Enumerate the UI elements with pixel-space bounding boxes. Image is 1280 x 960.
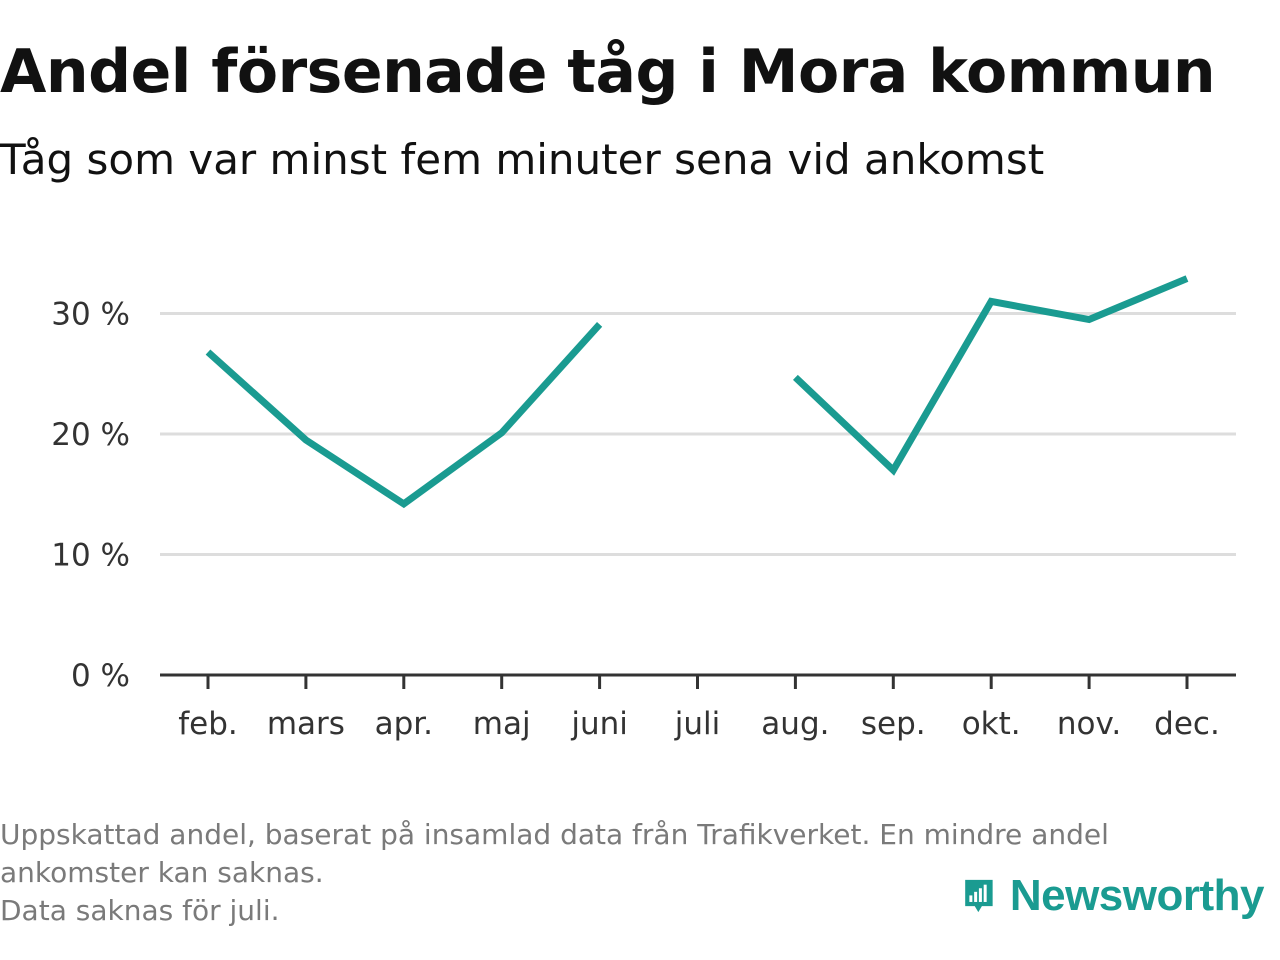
series-line-segment (792, 275, 1189, 476)
x-tick-label: juni (570, 706, 628, 742)
footnote-line-2: ankomster kan saknas. (0, 856, 324, 889)
footnote: Uppskattad andel, baserat på insamlad da… (0, 816, 1270, 930)
series-lines (205, 275, 1189, 509)
x-axis: feb. mars apr. maj juni juli aug. sep. okt. nov. d… (160, 673, 1236, 742)
x-tick-label: nov. (1057, 706, 1121, 742)
x-tick-label: juli (674, 706, 721, 742)
footnote-line-1: Uppskattad andel, baserat på insamlad da… (0, 818, 1109, 851)
brand-logo: Newsworthy (964, 866, 1265, 926)
y-tick-label: 30 % (51, 297, 130, 333)
x-tick-label: sep. (861, 706, 926, 742)
y-axis-ticks: 0 % 10 % 20 % 30 % (51, 297, 130, 695)
gridlines (160, 312, 1236, 556)
newsworthy-logo-icon (965, 879, 993, 913)
y-tick-label: 10 % (51, 538, 130, 574)
brand-name: Newsworthy (1009, 871, 1265, 920)
chart-subtitle: Tåg som var minst fem minuter sena vid a… (0, 135, 1045, 184)
y-tick-label: 20 % (51, 417, 130, 453)
x-tick-label: mars (267, 706, 345, 742)
y-tick-label: 0 % (71, 658, 130, 694)
series-line-segment (205, 321, 603, 509)
x-tick-label: dec. (1154, 706, 1220, 742)
x-tick-label: okt. (962, 706, 1021, 742)
x-tick-label: apr. (375, 706, 433, 742)
chart-title: Andel försenade tåg i Mora kommun (0, 37, 1216, 107)
x-tick-label: maj (473, 706, 531, 742)
footnote-line-3: Data saknas för juli. (0, 894, 280, 927)
x-tick-label: feb. (178, 706, 238, 742)
x-tick-label: aug. (761, 706, 829, 742)
